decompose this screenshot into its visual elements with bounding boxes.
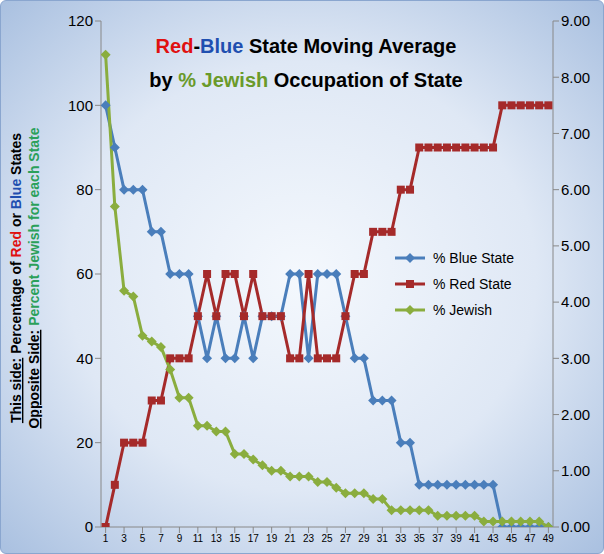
svg-text:8.00: 8.00 (561, 69, 590, 86)
svg-text:20: 20 (76, 434, 93, 451)
svg-text:5: 5 (140, 533, 146, 544)
svg-text:0.00: 0.00 (561, 518, 590, 535)
svg-text:23: 23 (303, 533, 315, 544)
svg-text:60: 60 (76, 265, 93, 282)
svg-text:3.00: 3.00 (561, 350, 590, 367)
svg-text:19: 19 (266, 533, 278, 544)
svg-text:27: 27 (340, 533, 352, 544)
svg-text:1.00: 1.00 (561, 462, 590, 479)
html-text:% Jewish: % Jewish (433, 302, 493, 318)
html-text:by% Jewish Occupation of State: by% Jewish Occupation of State (149, 69, 463, 91)
svg-text:4.00: 4.00 (561, 293, 590, 310)
svg-text:0: 0 (85, 518, 93, 535)
svg-text:33: 33 (395, 533, 407, 544)
svg-text:11: 11 (193, 533, 204, 544)
svg-text:45: 45 (506, 533, 518, 544)
svg-text:40: 40 (76, 350, 93, 367)
svg-text:29: 29 (358, 533, 370, 544)
svg-text:31: 31 (377, 533, 389, 544)
svg-text:3: 3 (121, 533, 127, 544)
svg-text:13: 13 (211, 533, 223, 544)
svg-text:41: 41 (469, 533, 481, 544)
svg-text:7: 7 (158, 533, 164, 544)
svg-text:Opposite Side: Percent Jewish: Opposite Side: Percent Jewish for each S… (26, 127, 42, 428)
svg-text:49: 49 (543, 533, 555, 544)
svg-text:25: 25 (321, 533, 333, 544)
html-text:% Red State: % Red State (433, 276, 512, 292)
svg-text:9: 9 (177, 533, 183, 544)
svg-text:15: 15 (229, 533, 241, 544)
svg-text:17: 17 (248, 533, 260, 544)
svg-text:39: 39 (451, 533, 463, 544)
svg-text:2.00: 2.00 (561, 406, 590, 423)
svg-text:43: 43 (487, 533, 499, 544)
svg-text:6.00: 6.00 (561, 181, 590, 198)
svg-text:This side: Percentage of Red o: This side: Percentage of Red or Blue Sta… (8, 133, 24, 423)
html-text:% Blue State: % Blue State (433, 250, 514, 266)
svg-text:21: 21 (285, 533, 297, 544)
html-text:Red - Blue State Moving Averag: Red - Blue State Moving Average (155, 35, 457, 57)
svg-text:35: 35 (414, 533, 426, 544)
svg-text:37: 37 (432, 533, 444, 544)
svg-text:9.00: 9.00 (561, 12, 590, 29)
svg-text:47: 47 (524, 533, 536, 544)
svg-text:80: 80 (76, 181, 93, 198)
svg-text:7.00: 7.00 (561, 125, 590, 142)
svg-text:100: 100 (68, 97, 93, 114)
svg-text:1: 1 (103, 533, 109, 544)
svg-text:120: 120 (68, 12, 93, 29)
svg-text:5.00: 5.00 (561, 237, 590, 254)
